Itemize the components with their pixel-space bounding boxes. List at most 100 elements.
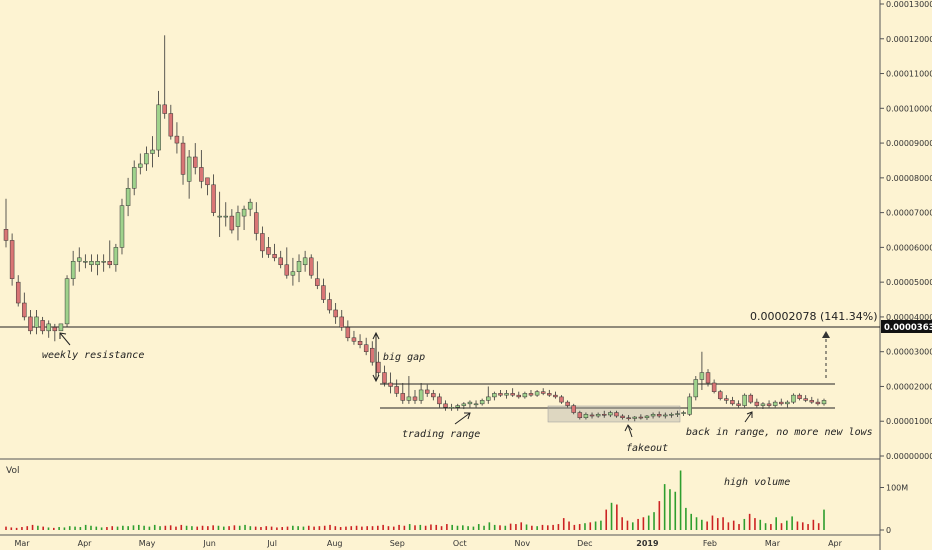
candle-body [150,149,155,154]
volume-bar [669,489,671,530]
time-tick-label: Sep [390,539,405,548]
candle-body [540,391,546,394]
candle-body [821,400,827,405]
time-axis: Mar Apr May Jun Jul Aug Sep Oct Nov Dec 2019 Feb Mar… [14,539,842,548]
volume-bar [600,520,602,530]
candle-body [754,401,760,406]
time-tick-label: Mar [14,539,30,548]
volume-bar [780,523,783,530]
volume-bar [361,526,363,530]
volume-bar [435,524,438,530]
candle-body [272,254,277,259]
volume-bar [695,517,698,530]
time-tick-label: 2019 [636,539,659,548]
candle-body [614,412,619,417]
candle-body [247,201,253,210]
candle-body [382,372,387,384]
volume-bar [748,513,751,530]
volume-bar [430,524,432,530]
candle-body [553,394,558,398]
volume-bar [159,526,161,530]
volume-bar [58,527,60,530]
volume-bar [722,517,724,530]
volume-bar [796,521,799,530]
candle-body [193,156,198,168]
volume-bar [313,526,315,530]
back-in-range-arrow-head-icon [746,411,753,418]
volume-tick-label: 0 [886,526,891,535]
candle-body [58,323,64,332]
candle-body [211,184,216,213]
candle-body [663,414,668,417]
big-gap-arrow-up-icon [372,331,380,340]
candle-body [565,401,570,406]
volume-bar [456,525,459,530]
volume-bar [153,524,156,530]
volume-bar [743,518,746,530]
volume-bar [111,526,114,530]
volume-bar [424,525,427,530]
candle-body [632,416,637,419]
price-tick-label: 0.00012000 [886,35,932,44]
volume-axis: 100M 0 [880,484,908,535]
volume-bar [212,525,214,530]
candle-body [34,316,39,328]
volume-bar [132,525,135,530]
candle-body [699,372,705,380]
volume-bar [191,526,193,530]
candle-body [766,403,772,406]
volume-bar [355,525,358,530]
volume-tick-label: 100M [886,484,908,493]
volume-bar [254,526,257,530]
candle-body [461,403,467,406]
volume-bar [185,525,188,530]
price-tick-label: 0.00002000 [886,382,932,391]
candle-body [791,394,796,403]
time-tick-label: Aug [327,539,343,548]
candle-body [95,261,100,266]
candle-body [785,401,790,405]
candle-body [748,394,753,403]
price-tick-label: 0.00013000 [886,0,932,9]
price-tick-label: 0.00007000 [886,209,932,218]
volume-bar [631,522,634,530]
candle-body [626,417,631,420]
candle-body [815,401,821,405]
candle-body [333,309,338,318]
candle-body [363,344,369,352]
candle-body [376,361,381,373]
volume-bar [462,525,464,530]
candle-body [77,257,82,262]
candle-body [156,104,161,151]
candles-group [3,35,827,422]
volume-bar [366,526,368,530]
price-tick-label: 0.00008000 [886,174,932,183]
big-gap-note: big gap [383,352,425,363]
volume-bar [392,526,395,530]
time-tick-label: Feb [703,539,717,548]
volume-bar [637,518,639,530]
candle-body [620,415,625,419]
candle-body [467,401,473,405]
volume-bar [520,522,523,530]
volume-bar [334,526,337,530]
volume-bar [467,526,469,530]
volume-bar [562,518,565,530]
volume-bar [15,527,18,530]
volume-bar [233,525,236,530]
volume-bar [738,524,740,530]
volume-bar [711,515,714,530]
volume-bar [504,525,507,530]
fakeout-zone [547,405,681,423]
price-tick-label: 0.00009000 [886,139,932,148]
candle-body [284,264,290,276]
candle-body [638,416,644,419]
trading-range-arrow-head-icon [464,412,471,420]
candle-body [656,414,662,417]
candle-body [479,400,485,405]
trading-range-arrow [454,412,471,425]
candle-body [302,257,308,266]
volume-bar [90,525,92,530]
